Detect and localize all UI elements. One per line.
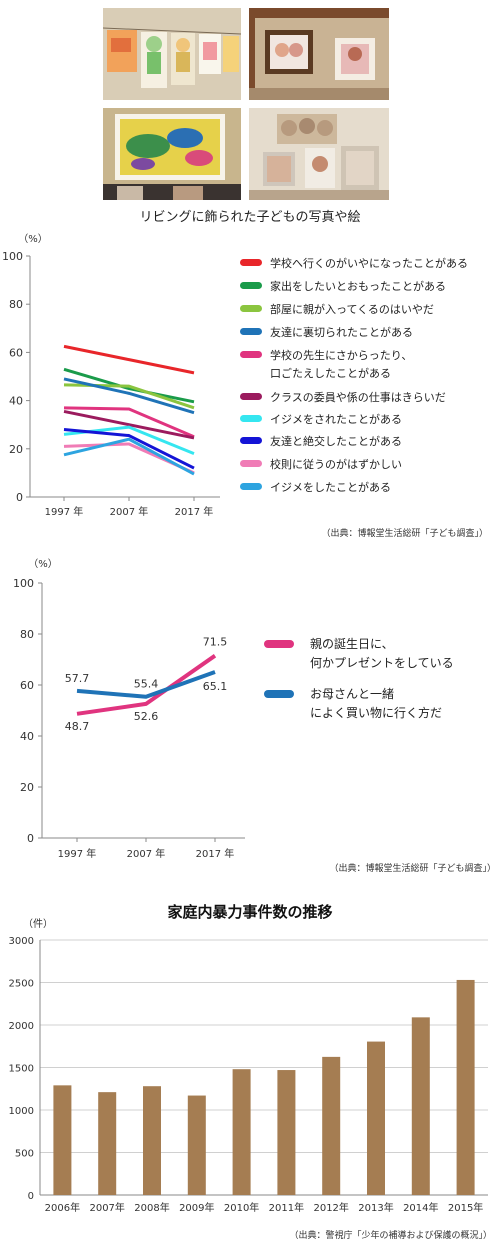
- bar: [188, 1096, 206, 1195]
- data-label: 48.7: [65, 720, 90, 733]
- x-tick-label: 2007 年: [127, 847, 166, 860]
- y-tick-label: 0: [27, 832, 34, 845]
- y-tick-label: 2500: [9, 979, 34, 990]
- y-tick-label: 500: [15, 1149, 34, 1160]
- x-tick-label: 2014年: [403, 1201, 438, 1214]
- y-tick-label: 100: [2, 250, 23, 263]
- bar: [233, 1069, 251, 1195]
- legend-label: イジメをされたことがある: [270, 412, 402, 426]
- legend-swatch: [240, 460, 262, 467]
- legend-swatch: [240, 328, 262, 335]
- bar: [143, 1086, 161, 1195]
- y-tick-label: 40: [20, 730, 34, 743]
- chart-2-line: （%） 0 20 40 60 80 100 1997 年 2007 年 2017 年 48.7 52.…: [0, 552, 500, 877]
- x-tick-label: 2017 年: [175, 505, 214, 518]
- bar: [322, 1057, 340, 1195]
- unit-label: （%）: [28, 558, 58, 570]
- legend-label: 部屋に親が入ってくるのはいやだ: [270, 302, 434, 316]
- photo-framed-pictures: [249, 8, 389, 100]
- photo-shelf-frames: [249, 108, 389, 200]
- legend-swatch: [264, 640, 294, 648]
- unit-label: （件）: [23, 918, 53, 930]
- x-tick-label: 2009年: [179, 1201, 214, 1214]
- x-tick-label: 2017 年: [196, 847, 235, 860]
- x-tick-label: 2011年: [269, 1201, 304, 1214]
- legend-label: イジメをしたことがある: [270, 480, 391, 494]
- legend-label: 親の誕生日に、何かプレゼントをしている: [310, 637, 454, 670]
- x-tick-label: 2007 年: [110, 505, 149, 518]
- photo-painting: [103, 108, 241, 200]
- source-note: （出典：博報堂生活総研「子ども調査」）: [321, 527, 488, 539]
- x-tick-label: 2013年: [358, 1201, 393, 1214]
- chart-1-line: （%） 0 20 40 60 80 100 1997 年 2007 年 2017 年 学校へ行くのが…: [0, 225, 500, 545]
- legend-swatch: [240, 305, 262, 312]
- legend-swatch: [240, 483, 262, 490]
- series-line-1: [64, 346, 194, 373]
- data-label: 71.5: [203, 636, 228, 649]
- source-note: （出典：博報堂生活総研「子ども調査」）: [329, 862, 496, 874]
- chart-title: 家庭内暴力事件数の推移: [167, 903, 332, 921]
- legend-label: 友達に裏切られたことがある: [270, 325, 413, 339]
- y-tick-label: 3000: [9, 936, 34, 947]
- y-tick-label: 60: [9, 346, 23, 359]
- x-tick-label: 2007年: [89, 1201, 124, 1214]
- x-tick-label: 2012年: [313, 1201, 348, 1214]
- legend-swatch: [240, 415, 262, 422]
- series-line-6: [64, 411, 194, 438]
- bar: [98, 1092, 116, 1195]
- photo-caption: リビングに飾られた子どもの写真や絵: [0, 206, 500, 225]
- x-tick-label: 2006年: [45, 1201, 80, 1214]
- legend-label: 校則に従うのがはずかしい: [270, 457, 402, 471]
- legend-swatch: [240, 351, 262, 358]
- source-note: （出典：警視庁「少年の補導および保護の概況」）: [289, 1229, 492, 1241]
- bar: [457, 980, 475, 1195]
- legend-swatch: [240, 259, 262, 266]
- y-tick-label: 60: [20, 679, 34, 692]
- legend-swatch: [240, 282, 262, 289]
- legend-swatch: [264, 690, 294, 698]
- y-tick-label: 20: [20, 781, 34, 794]
- unit-label: （%）: [18, 233, 48, 245]
- chart-3-bar: 家庭内暴力事件数の推移 （件） 0 500 1000 1500 2000 2500 3000 20…: [0, 890, 500, 1242]
- y-tick-label: 80: [20, 628, 34, 641]
- photo-children-drawings: [103, 8, 241, 100]
- bar: [367, 1042, 385, 1195]
- x-tick-label: 1997 年: [45, 505, 84, 518]
- y-tick-label: 20: [9, 443, 23, 456]
- bar: [277, 1070, 295, 1195]
- legend-swatch: [240, 393, 262, 400]
- x-tick-label: 1997 年: [58, 847, 97, 860]
- y-tick-label: 0: [16, 491, 23, 504]
- photo-collage: [103, 8, 389, 200]
- bar: [412, 1017, 430, 1195]
- x-tick-label: 2008年: [134, 1201, 169, 1214]
- y-tick-label: 40: [9, 395, 23, 408]
- data-label: 52.6: [134, 710, 159, 723]
- data-label: 55.4: [134, 678, 159, 691]
- x-tick-label: 2010年: [224, 1201, 259, 1214]
- y-tick-label: 100: [13, 577, 34, 590]
- x-tick-label: 2015年: [448, 1201, 483, 1214]
- y-tick-label: 1500: [9, 1064, 34, 1075]
- legend-swatch: [240, 437, 262, 444]
- legend-label: 友達と絶交したことがある: [270, 434, 402, 448]
- y-tick-label: 0: [28, 1191, 34, 1202]
- legend-label: 学校の先生にさからったり、口ごたえしたことがある: [270, 348, 412, 380]
- y-tick-label: 80: [9, 298, 23, 311]
- bar: [53, 1085, 71, 1195]
- legend-label: クラスの委員や係の仕事はきらいだ: [270, 391, 446, 404]
- y-tick-label: 2000: [9, 1021, 34, 1032]
- y-tick-label: 1000: [9, 1106, 34, 1117]
- data-label: 65.1: [203, 680, 228, 693]
- data-label: 57.7: [65, 672, 90, 685]
- legend-label: 家出をしたいとおもったことがある: [270, 279, 446, 293]
- legend-label: お母さんと一緒によく買い物に行く方だ: [310, 686, 442, 720]
- legend-label: 学校へ行くのがいやになったことがある: [270, 256, 468, 270]
